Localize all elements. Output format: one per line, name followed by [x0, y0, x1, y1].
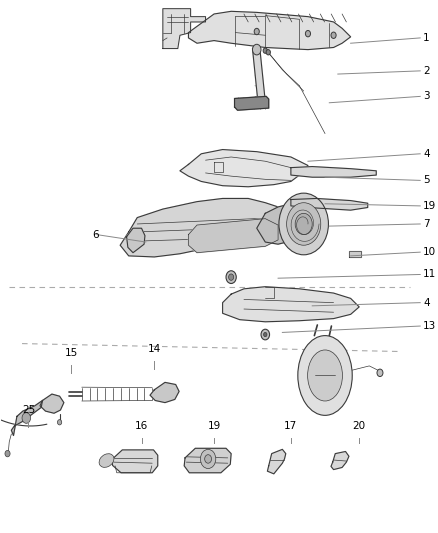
Text: 10: 10	[423, 247, 436, 257]
Text: 4: 4	[423, 297, 430, 308]
Circle shape	[5, 450, 10, 457]
Circle shape	[226, 271, 236, 284]
Circle shape	[252, 44, 261, 55]
Circle shape	[57, 419, 62, 425]
Circle shape	[331, 32, 336, 38]
Text: 4: 4	[423, 149, 430, 159]
Text: 13: 13	[423, 321, 436, 331]
Polygon shape	[223, 287, 359, 322]
Text: 17: 17	[284, 421, 297, 431]
Text: 19: 19	[423, 201, 436, 211]
Polygon shape	[252, 47, 265, 107]
Circle shape	[279, 193, 328, 255]
Text: 20: 20	[353, 421, 366, 431]
Circle shape	[201, 449, 216, 469]
Polygon shape	[188, 11, 351, 50]
Text: 7: 7	[423, 219, 430, 229]
Polygon shape	[11, 400, 42, 435]
Text: 14: 14	[148, 344, 161, 354]
Polygon shape	[291, 198, 368, 210]
Polygon shape	[184, 448, 231, 473]
Text: 25: 25	[22, 406, 35, 415]
Circle shape	[264, 333, 267, 337]
Ellipse shape	[99, 454, 114, 467]
Polygon shape	[349, 251, 361, 257]
Polygon shape	[291, 166, 376, 177]
Text: 6: 6	[92, 230, 99, 240]
Circle shape	[377, 369, 383, 376]
Polygon shape	[257, 204, 325, 244]
Circle shape	[261, 329, 269, 340]
Polygon shape	[331, 451, 349, 470]
Polygon shape	[113, 450, 158, 473]
Polygon shape	[127, 228, 145, 253]
Circle shape	[295, 213, 312, 235]
Polygon shape	[188, 219, 278, 253]
Polygon shape	[235, 96, 268, 110]
Ellipse shape	[307, 350, 343, 401]
Circle shape	[286, 203, 321, 245]
Polygon shape	[268, 449, 286, 474]
Polygon shape	[120, 198, 291, 257]
Circle shape	[205, 455, 212, 463]
Ellipse shape	[298, 336, 352, 415]
Circle shape	[229, 274, 234, 280]
Circle shape	[305, 30, 311, 37]
Circle shape	[22, 413, 31, 423]
Text: 15: 15	[64, 349, 78, 359]
Polygon shape	[163, 9, 205, 49]
Text: 2: 2	[423, 66, 430, 76]
Text: 11: 11	[423, 270, 436, 279]
Text: 1: 1	[423, 33, 430, 43]
Polygon shape	[180, 150, 308, 187]
Text: 5: 5	[423, 175, 430, 185]
Circle shape	[266, 50, 270, 55]
Text: 19: 19	[208, 421, 221, 431]
Polygon shape	[40, 394, 64, 413]
Polygon shape	[150, 382, 179, 402]
Text: 3: 3	[423, 91, 430, 101]
Circle shape	[254, 28, 259, 35]
Text: 16: 16	[135, 421, 148, 431]
Circle shape	[263, 48, 268, 53]
